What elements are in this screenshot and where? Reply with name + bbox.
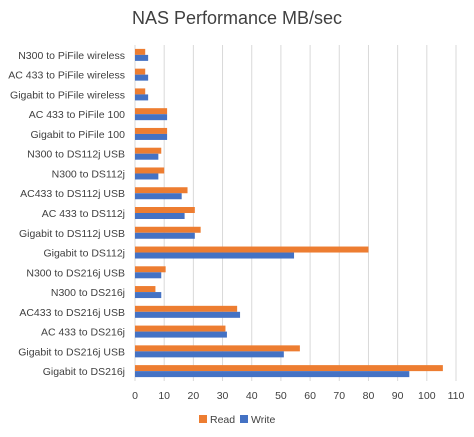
bar-write [135, 114, 168, 121]
x-tick-label: 100 [418, 390, 436, 402]
category-label: AC 433 to DS112j [42, 208, 125, 220]
category-label: AC 433 to DS216j [41, 327, 125, 339]
bar-write [135, 74, 149, 81]
bar-read [135, 345, 300, 352]
category-label: N300 to DS112j [52, 168, 125, 180]
legend: Read Write [199, 414, 275, 426]
bar-read [135, 207, 195, 213]
legend-swatch-write [240, 415, 248, 423]
gridlines [134, 45, 457, 381]
bar-write [135, 311, 241, 318]
bar-read [135, 266, 166, 273]
x-tick-label: 40 [246, 390, 258, 402]
bar-read [135, 305, 238, 312]
x-tick-label: 80 [363, 390, 375, 402]
x-tick-label: 70 [333, 390, 345, 402]
bar-write [135, 252, 295, 259]
x-tick-label: 10 [158, 390, 170, 402]
category-label: AC433 to DS216j USB [19, 307, 125, 319]
bar-read [135, 365, 443, 372]
x-tick-label: 0 [132, 390, 138, 402]
legend-label-write: Write [251, 414, 275, 426]
bar-write [135, 153, 159, 160]
category-label: AC433 to DS112j USB [20, 188, 125, 200]
bar-write [135, 213, 185, 219]
bar-read [135, 48, 146, 55]
bar-read [135, 88, 146, 95]
category-label: Gigabit to DS216j USB [18, 346, 125, 358]
bar-write [135, 173, 159, 180]
bar-read [135, 167, 165, 174]
legend-swatch-read [199, 415, 207, 423]
bar-write [135, 193, 182, 200]
bar-read [135, 108, 168, 115]
category-label: AC 433 to PiFile 100 [29, 109, 125, 121]
category-label: Gigabit to PiFile wireless [10, 89, 125, 101]
bar-write [135, 133, 168, 140]
x-axis-ticks: 0 10 20 30 40 50 60 70 80 90 100 110 [132, 390, 464, 402]
category-label: Gigabit to PiFile 100 [30, 129, 125, 141]
bar-write [135, 54, 149, 61]
bar-read [135, 127, 168, 134]
bar-read [135, 246, 369, 253]
bar-read [135, 68, 146, 75]
bar-read [135, 187, 188, 194]
bar-write [135, 371, 410, 378]
category-label: AC 433 to PiFile wireless [8, 70, 125, 82]
bar-write [135, 331, 227, 338]
x-tick-label: 90 [392, 390, 404, 402]
bars [135, 48, 443, 378]
x-tick-label: 60 [304, 390, 316, 402]
bar-read [135, 147, 162, 154]
bar-read [135, 286, 156, 293]
bar-write [135, 232, 195, 239]
category-label: Gigabit to DS112j [43, 248, 125, 260]
category-label: Gigabit to DS112j USB [19, 228, 125, 240]
chart-title: NAS Performance MB/sec [132, 8, 342, 28]
x-tick-label: 30 [217, 390, 229, 402]
legend-label-read: Read [210, 414, 235, 426]
category-label: N300 to DS216j USB [26, 267, 125, 279]
category-label: Gigabit to DS216j [43, 366, 125, 378]
bar-write [135, 94, 149, 101]
bar-write [135, 351, 284, 358]
y-axis-categories: N300 to PiFile wireless AC 433 to PiFile … [8, 50, 125, 378]
x-tick-label: 110 [448, 390, 465, 402]
bar-read [135, 325, 226, 332]
bar-write [135, 292, 162, 299]
category-label: N300 to DS112j USB [27, 149, 125, 161]
category-label: N300 to DS216j [51, 287, 125, 299]
x-tick-label: 20 [188, 390, 200, 402]
category-label: N300 to PiFile wireless [18, 50, 125, 62]
bar-read [135, 226, 201, 233]
bar-write [135, 272, 162, 279]
x-tick-label: 50 [275, 390, 287, 402]
